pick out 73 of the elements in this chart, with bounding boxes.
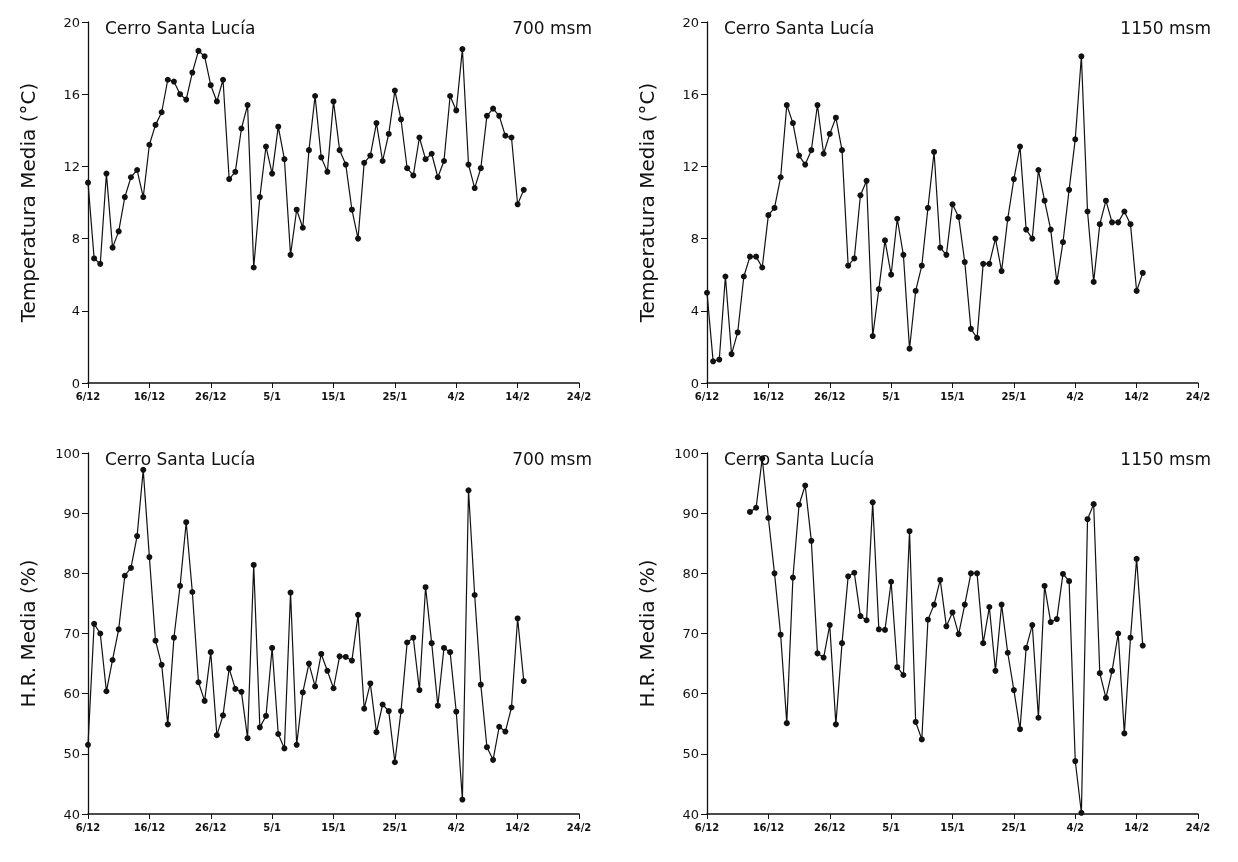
y-tick-label: 16 — [682, 86, 699, 102]
y-tick-label: 40 — [682, 806, 699, 822]
x-tick-label: 24/2 — [1185, 821, 1211, 833]
y-tick-label: 90 — [63, 505, 80, 521]
x-tick-label: 25/1 — [382, 390, 408, 402]
x-tick-label: 14/2 — [1124, 821, 1149, 833]
x-tick-label: 24/2 — [1185, 390, 1211, 402]
x-tick-label: 25/1 — [1001, 821, 1027, 833]
y-axis-title: Temperatura Media (°C) — [635, 82, 659, 324]
x-tick-label: 5/1 — [263, 390, 281, 402]
x-tick-label: 26/12 — [814, 390, 846, 402]
x-tick-label: 26/12 — [195, 390, 227, 402]
x-tick-label: 15/1 — [940, 821, 965, 833]
y-tick-label: 100 — [674, 445, 699, 461]
y-tick-label: 80 — [63, 565, 80, 581]
x-tick-label: 26/12 — [814, 821, 846, 833]
x-tick-label: 6/12 — [75, 390, 101, 402]
chart-subtitle: 700 msm — [512, 17, 593, 38]
x-tick-label: 4/2 — [447, 821, 466, 833]
y-tick-label: 8 — [71, 231, 80, 247]
y-tick-label: 60 — [63, 686, 80, 702]
y-tick-label: 20 — [63, 14, 80, 30]
x-tick-label: 4/2 — [1066, 390, 1085, 402]
y-tick-label: 0 — [690, 375, 699, 391]
chart-subtitle: 1150 msm — [1120, 448, 1212, 469]
y-tick-label: 40 — [63, 806, 80, 822]
x-tick-label: 6/12 — [75, 821, 101, 833]
y-tick-label: 60 — [682, 686, 699, 702]
x-tick-label: 15/1 — [940, 390, 965, 402]
y-tick-label: 50 — [682, 746, 699, 762]
x-tick-label: 6/12 — [694, 390, 720, 402]
x-tick-label: 16/12 — [752, 390, 785, 402]
y-tick-label: 16 — [63, 86, 80, 102]
y-tick-label: 70 — [682, 626, 699, 641]
x-tick-label: 5/1 — [882, 390, 900, 402]
y-axis-title: Temperatura Media (°C) — [16, 82, 40, 324]
chart-subtitle: 700 msm — [512, 448, 593, 469]
y-tick-label: 4 — [71, 303, 80, 319]
x-tick-label: 26/12 — [195, 821, 227, 833]
y-tick-label: 100 — [55, 445, 80, 461]
y-tick-label: 8 — [690, 231, 699, 247]
y-axis-title: H.R. Media (%) — [16, 559, 40, 708]
y-tick-label: 4 — [690, 303, 699, 319]
x-tick-label: 14/2 — [1124, 390, 1149, 402]
chart-title: Cerro Santa Lucía — [105, 17, 256, 38]
y-tick-label: 70 — [63, 626, 80, 641]
x-tick-label: 6/12 — [694, 821, 720, 833]
x-tick-label: 14/2 — [505, 821, 530, 833]
y-tick-label: 12 — [682, 158, 699, 174]
x-tick-label: 15/1 — [321, 390, 346, 402]
x-tick-label: 5/1 — [882, 821, 900, 833]
x-tick-label: 14/2 — [505, 390, 530, 402]
chart-subtitle: 1150 msm — [1120, 17, 1212, 38]
x-tick-label: 25/1 — [382, 821, 408, 833]
chart-title: Cerro Santa Lucía — [724, 17, 875, 38]
x-tick-label: 5/1 — [263, 821, 281, 833]
y-axis-title: H.R. Media (%) — [635, 559, 659, 708]
x-tick-label: 16/12 — [752, 821, 785, 833]
x-tick-label: 25/1 — [1001, 390, 1027, 402]
chart-title: Cerro Santa Lucía — [105, 448, 256, 469]
x-tick-label: 24/2 — [566, 821, 592, 833]
y-tick-label: 12 — [63, 158, 80, 174]
y-tick-label: 90 — [682, 505, 699, 521]
x-tick-label: 4/2 — [1066, 821, 1085, 833]
x-tick-label: 15/1 — [321, 821, 346, 833]
x-tick-label: 16/12 — [133, 390, 166, 402]
y-tick-label: 50 — [63, 746, 80, 762]
y-tick-label: 0 — [71, 375, 80, 391]
x-tick-label: 16/12 — [133, 821, 166, 833]
y-tick-label: 80 — [682, 565, 699, 581]
x-tick-label: 4/2 — [447, 390, 466, 402]
y-tick-label: 20 — [682, 14, 699, 30]
x-tick-label: 24/2 — [566, 390, 592, 402]
